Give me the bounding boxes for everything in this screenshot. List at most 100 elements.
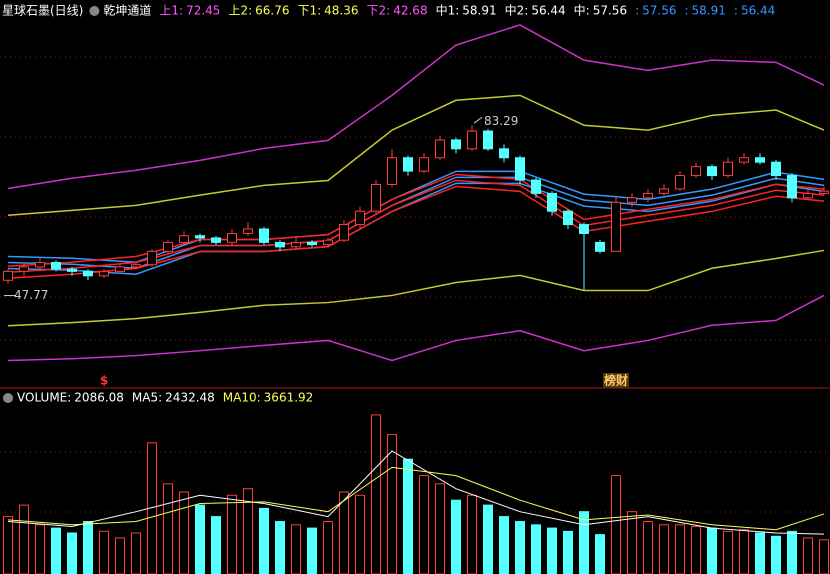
low-label: 47.77 [14, 288, 48, 302]
candle-body [35, 261, 45, 268]
volume-bar [643, 521, 653, 574]
candle-body [563, 210, 573, 226]
candle-body [227, 232, 237, 243]
legend-label: 中2: [505, 3, 529, 18]
candle-body [787, 175, 797, 199]
volume-value: 2086.08 [74, 391, 124, 405]
channel-line [7, 176, 825, 270]
candle-body [355, 210, 365, 226]
candle-body [419, 157, 429, 172]
volume-bar [435, 483, 445, 574]
ma-label: MA10: [223, 391, 261, 405]
candle-body [483, 130, 493, 150]
ma-value: 2432.48 [165, 391, 215, 405]
channel-line [7, 170, 825, 264]
volume-bar [707, 527, 717, 574]
candle-body [51, 261, 61, 270]
channel-line [7, 173, 825, 268]
candle-body [243, 228, 253, 234]
candle-body [627, 197, 637, 203]
legend-value: 66.76 [255, 4, 289, 18]
candle-body [339, 224, 349, 241]
candle-body [371, 183, 381, 212]
marker-badge [603, 373, 629, 388]
volume-bar [291, 524, 301, 574]
volume-ma-line [7, 450, 825, 535]
volume-bar [275, 521, 285, 574]
candle-body [211, 237, 221, 243]
candle-body [515, 157, 525, 181]
candle-body [643, 192, 653, 199]
volume-ma-line [7, 466, 825, 531]
volume-bar [35, 524, 45, 574]
volume-bar [323, 521, 333, 574]
channel-line [7, 24, 825, 190]
candle-body [115, 266, 125, 272]
volume-bar [819, 539, 829, 574]
legend-value: 58.91 [692, 4, 726, 18]
ma-value: 3661.92 [264, 391, 314, 405]
candle-body [147, 250, 157, 266]
channel-line [7, 249, 825, 327]
candle-body [723, 161, 733, 177]
chart-title: 星球石墨(日线) [2, 4, 83, 18]
volume-bar [483, 504, 493, 574]
indicator-name: 乾坤通道 [103, 3, 151, 18]
channel-line [7, 294, 825, 362]
candle-body [611, 201, 621, 252]
volume-bar [179, 491, 189, 574]
candle-body [323, 239, 333, 246]
candle-body [99, 270, 109, 277]
volume-bar [499, 516, 509, 574]
legend-value: 58.91 [462, 4, 496, 18]
legend-label: : [734, 4, 738, 18]
volume-bar [67, 532, 77, 574]
candle-body [467, 130, 477, 150]
candle-body [707, 166, 717, 177]
legend-label: 下1: [297, 4, 321, 18]
marker: 榜财 [604, 373, 628, 388]
marker: $ [100, 374, 108, 388]
volume-bar [691, 525, 701, 574]
volume-bar [387, 434, 397, 574]
candle-body [3, 270, 13, 281]
candle-body [435, 139, 445, 159]
candle-body [819, 190, 829, 194]
candle-body [803, 192, 813, 199]
volume-bar [451, 499, 461, 574]
volume-bar [611, 475, 621, 574]
volume-bar [83, 521, 93, 574]
candle-body [19, 266, 29, 272]
legend-label: 下2: [367, 4, 391, 18]
ma-label: MA5: [132, 391, 162, 405]
volume-bar [563, 530, 573, 574]
volume-bar [531, 524, 541, 574]
volume-bar [787, 530, 797, 574]
volume-bar [339, 491, 349, 574]
volume-bar [659, 524, 669, 574]
candle-body [131, 264, 141, 268]
candle-body [579, 224, 589, 234]
legend-label: 中1: [436, 3, 460, 18]
volume-bar [547, 527, 557, 574]
legend-label: 中: [574, 3, 590, 18]
volume-bar [595, 534, 605, 574]
volume-bar [755, 532, 765, 574]
channel-line [7, 94, 825, 216]
candle-body [595, 241, 605, 252]
candle-body [307, 241, 317, 246]
candle-body [291, 241, 301, 248]
candle-body [179, 235, 189, 243]
channel-line [7, 185, 825, 280]
volume-bar [3, 516, 13, 574]
volume-bar [163, 483, 173, 574]
legend-value: 57.56 [642, 4, 676, 18]
legend-value: 48.36 [324, 4, 358, 18]
volume-bar [227, 494, 237, 574]
volume-bar [51, 527, 61, 574]
volume-bar [771, 535, 781, 574]
candle-body [403, 157, 413, 172]
candle-body [771, 161, 781, 177]
dotted-guides [0, 56, 830, 513]
